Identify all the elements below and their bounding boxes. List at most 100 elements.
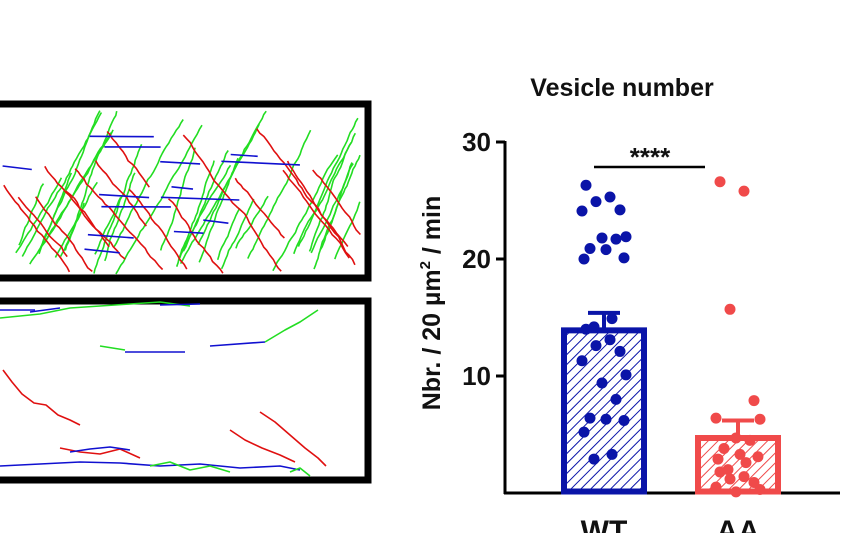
kymograph-top: [0, 100, 372, 282]
data-point-wt: [578, 253, 590, 265]
retrograde-trace: [44, 165, 126, 260]
stationary-trace: [87, 233, 134, 239]
stationary-trace: [160, 196, 240, 201]
anterograde-trace: [247, 129, 312, 259]
x-category-label: AA: [716, 515, 759, 533]
data-point-aa: [724, 473, 736, 485]
data-point-aa: [748, 395, 760, 407]
data-point-wt: [618, 414, 630, 426]
data-point-wt: [614, 204, 626, 216]
data-point-aa: [714, 466, 726, 478]
data-point-aa: [752, 451, 764, 463]
data-point-wt: [618, 252, 630, 264]
data-point-aa: [744, 434, 756, 446]
stationary-trace: [173, 230, 204, 234]
anterograde-trace: [179, 150, 229, 259]
stationary-trace: [171, 186, 194, 190]
kymograph-bottom: [0, 297, 372, 484]
stationary-trace: [0, 461, 301, 471]
data-point-wt: [596, 377, 608, 389]
y-tick-label: 10: [462, 361, 491, 391]
data-point-wt: [614, 345, 626, 357]
y-tick-label: 20: [462, 244, 491, 274]
bar-wt: [561, 327, 647, 495]
retrograde-trace: [94, 160, 147, 227]
anterograde-trace: [175, 160, 215, 267]
data-point-aa: [754, 413, 766, 425]
data-point-wt: [588, 453, 600, 465]
data-point-wt: [584, 242, 596, 254]
data-point-wt: [590, 196, 602, 208]
stationary-trace: [221, 160, 300, 166]
stationary-trace: [203, 219, 229, 224]
stationary-trace: [160, 160, 201, 165]
chart-title: Vesicle number: [530, 74, 714, 102]
anterograde-trace: [0, 301, 191, 319]
anterograde-trace: [220, 198, 255, 270]
retrograde-trace: [59, 447, 141, 459]
data-point-wt: [600, 244, 612, 256]
stationary-trace: [99, 193, 150, 199]
stationary-trace: [2, 165, 32, 171]
retrograde-trace: [234, 177, 285, 239]
retrograde-trace: [167, 198, 224, 274]
data-point-wt: [610, 233, 622, 245]
data-point-wt: [604, 334, 616, 346]
retrograde-trace: [74, 168, 164, 271]
anterograde-trace: [112, 119, 184, 248]
bar-aa: [695, 435, 781, 495]
retrograde-trace: [312, 169, 361, 236]
retrograde-trace: [17, 196, 68, 258]
data-point-wt: [610, 393, 622, 405]
anterograde-trace: [308, 141, 352, 252]
retrograde-trace: [65, 190, 110, 248]
data-point-aa: [718, 443, 730, 455]
anterograde-trace: [99, 345, 126, 351]
retrograde-trace: [3, 184, 71, 273]
data-point-wt: [620, 369, 632, 381]
anterograde-trace: [272, 154, 339, 272]
data-point-wt: [600, 413, 612, 425]
stationary-trace: [159, 303, 201, 306]
significance-label: ****: [630, 142, 671, 172]
anterograde-trace: [293, 132, 357, 255]
axes: [503, 141, 840, 495]
stationary-trace: [84, 248, 120, 254]
anterograde-trace: [235, 195, 269, 249]
data-point-wt: [620, 231, 632, 243]
x-category-label: WT: [581, 515, 628, 533]
data-point-aa: [710, 481, 722, 493]
data-point-wt: [580, 179, 592, 191]
data-point-aa: [714, 176, 726, 188]
retrograde-trace: [259, 411, 327, 467]
stationary-trace: [230, 153, 258, 158]
retrograde-trace: [256, 128, 356, 266]
anterograde-trace: [15, 177, 63, 254]
significance-bracket: ****: [594, 142, 705, 172]
retrograde-trace: [286, 160, 349, 247]
anterograde-trace: [289, 467, 311, 477]
anterograde-trace: [216, 207, 241, 261]
data-point-wt: [584, 412, 596, 424]
retrograde-trace: [282, 169, 350, 259]
retrograde-trace: [182, 134, 282, 272]
data-point-wt: [604, 191, 616, 203]
data-point-aa: [724, 303, 736, 315]
anterograde-trace: [264, 309, 319, 343]
data-point-aa: [734, 448, 746, 460]
anterograde-trace: [54, 181, 98, 258]
anterograde-trace: [179, 123, 260, 264]
retrograde-trace: [2, 369, 81, 426]
data-point-wt: [596, 232, 608, 244]
anterograde-trace: [104, 172, 136, 262]
stationary-trace: [69, 446, 131, 453]
stationary-trace: [29, 307, 61, 313]
data-point-wt: [590, 340, 602, 352]
data-point-wt: [580, 323, 592, 335]
anterograde-trace: [115, 124, 203, 275]
retrograde-trace: [106, 130, 150, 188]
data-point-aa: [738, 471, 750, 483]
data-point-wt: [576, 355, 588, 367]
